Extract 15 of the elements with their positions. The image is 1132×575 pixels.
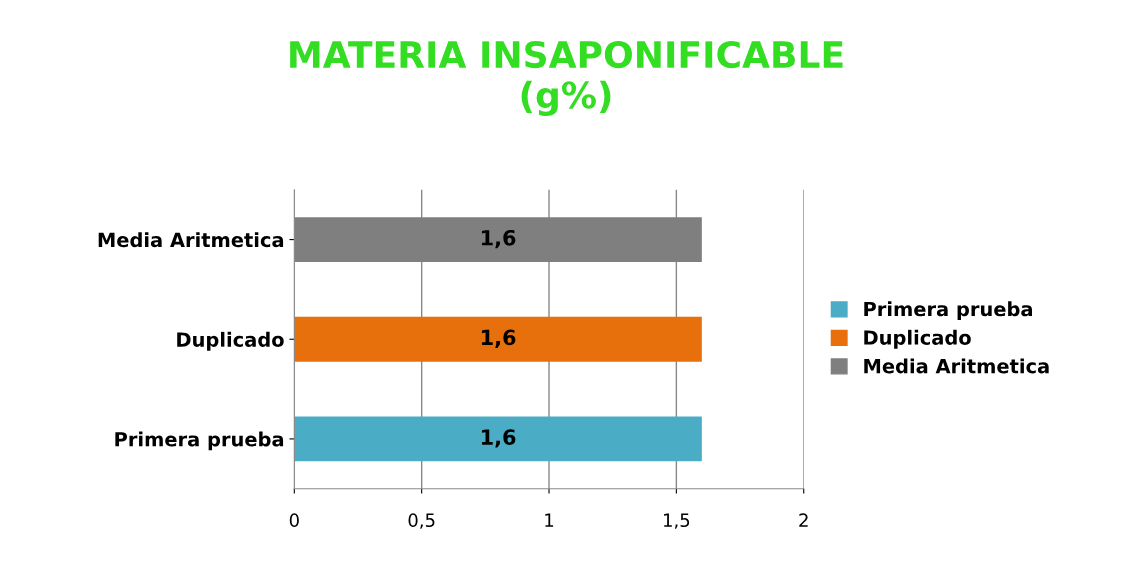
data-label: 1,6 [481,429,516,448]
legend-label: Primera prueba [864,301,1032,321]
x-tick-label: 2 [799,513,808,527]
y-tick-label: Duplicado [177,331,284,351]
x-tick-label: 1,5 [664,513,690,529]
x-tick-label: 1 [545,513,554,527]
legend-label: Media Aritmetica [864,358,1049,374]
legend-label: Duplicado [864,329,971,349]
y-tick-label: Media Aritmetica [98,232,284,248]
x-tick-label: 0,5 [408,513,435,529]
data-label: 1,6 [481,329,516,348]
y-tick-label: Primera prueba [115,431,284,451]
data-label: 1,6 [481,229,516,249]
x-tick-label: 0 [289,513,299,528]
chart-title: MATERIA INSAPONIFICABLE (g%) [290,40,843,116]
